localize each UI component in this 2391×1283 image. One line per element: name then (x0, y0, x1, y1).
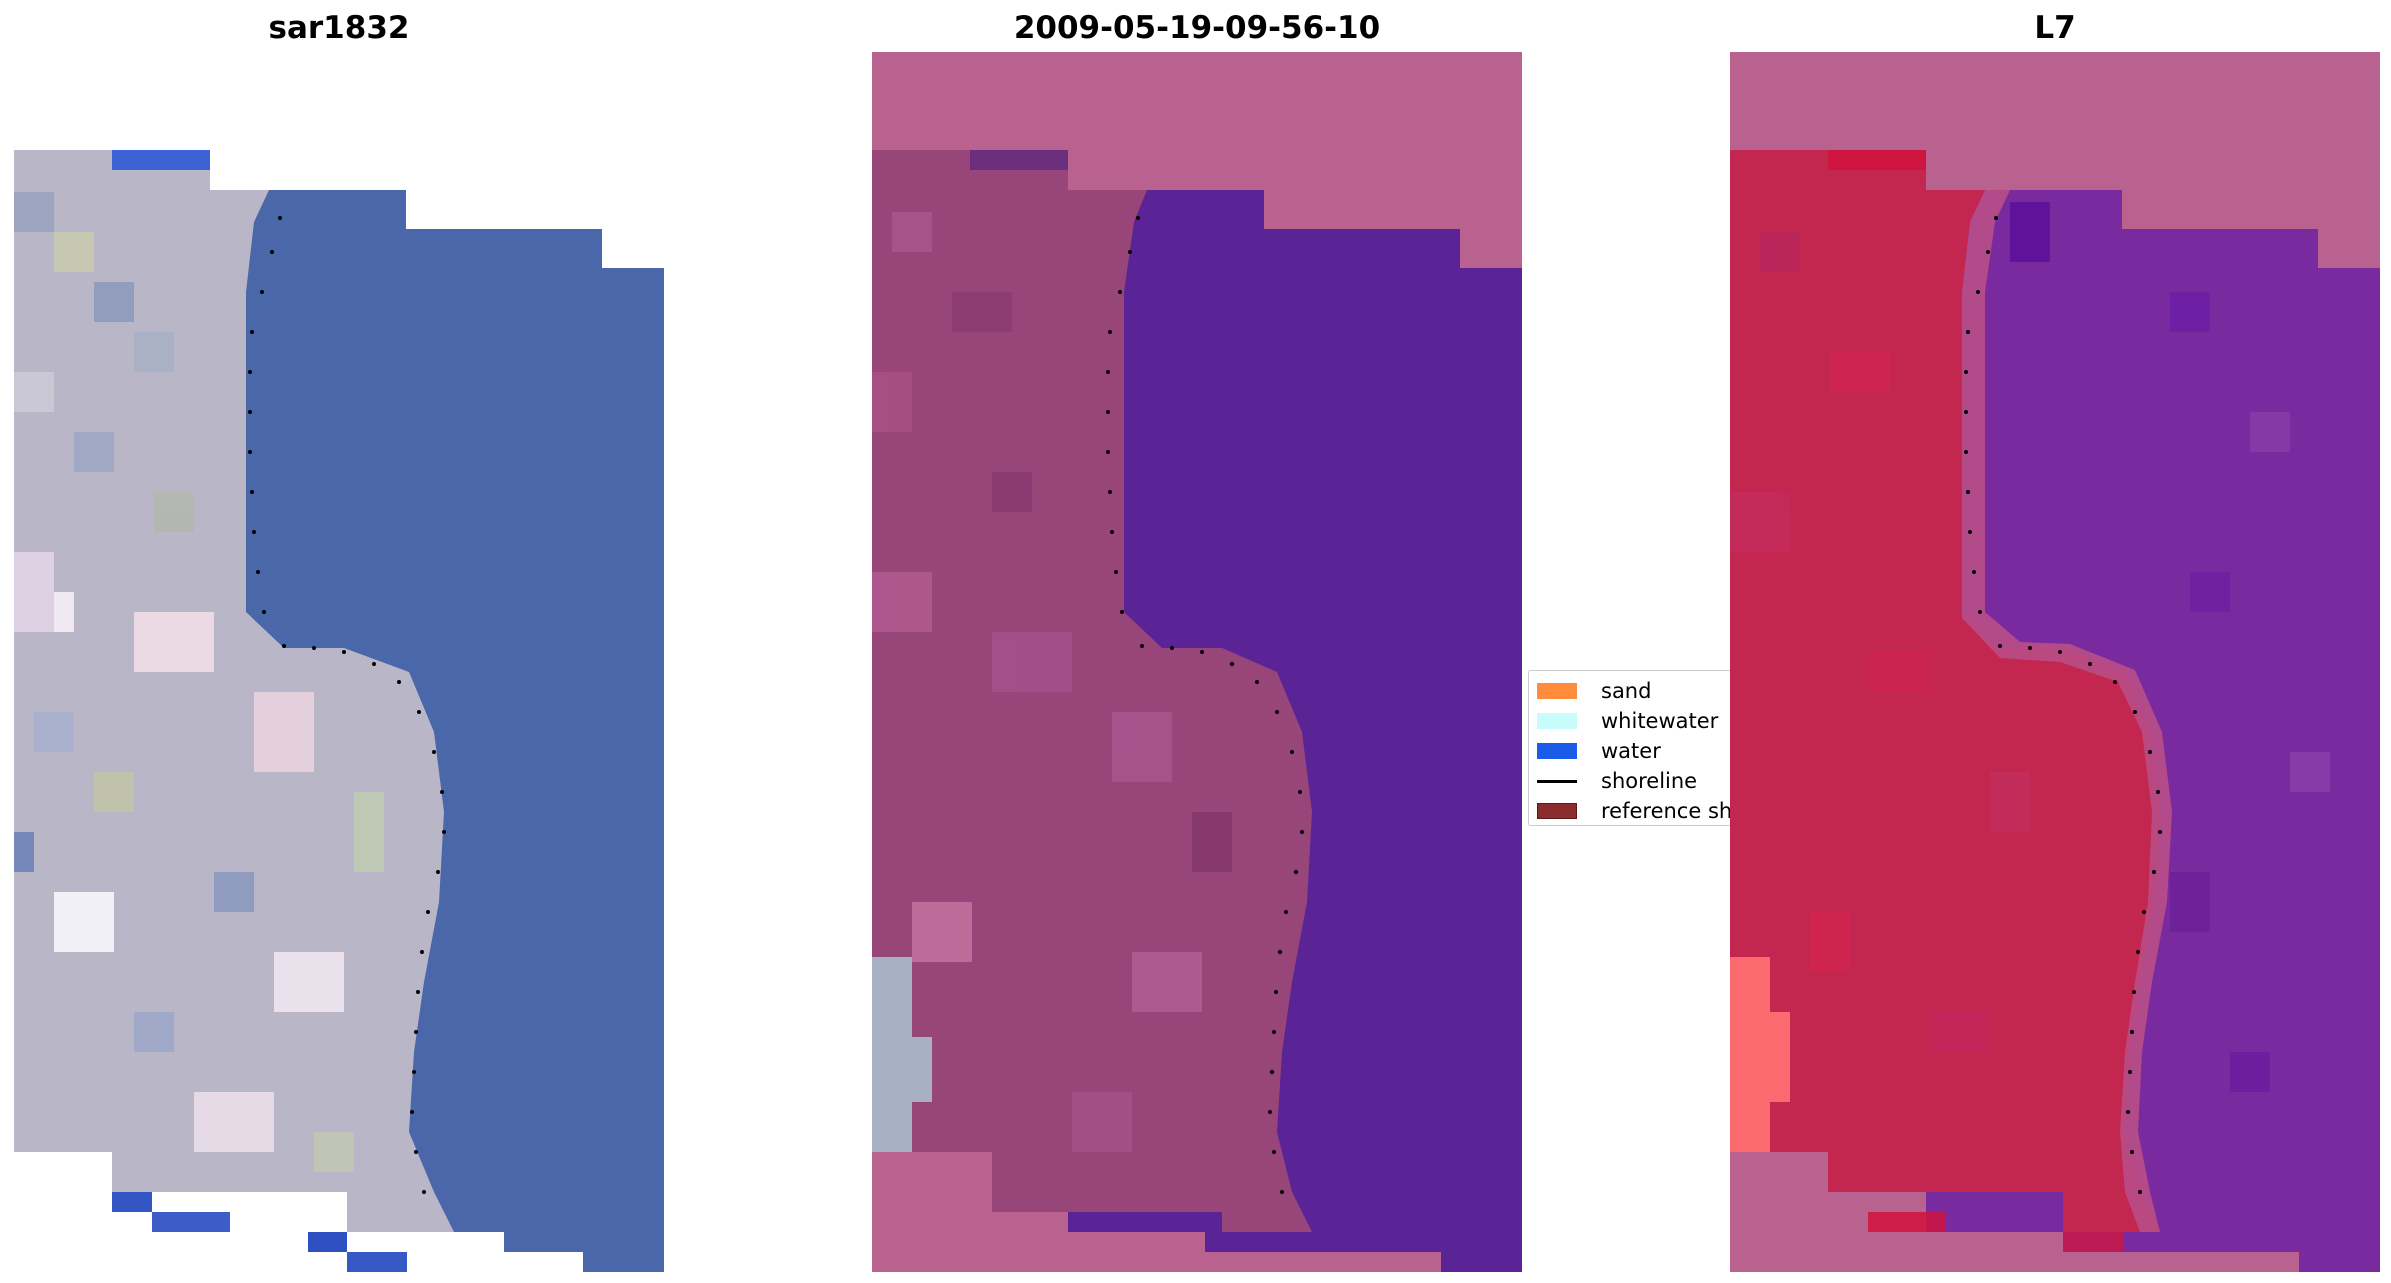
legend-label: sand (1601, 679, 1652, 703)
panel-title-rgb: sar1832 (268, 10, 410, 46)
legend-label: water (1601, 739, 1661, 763)
legend-line-shoreline (1537, 779, 1577, 783)
mndwi-image (1730, 52, 2380, 1272)
top-blue-pixels (112, 150, 210, 170)
legend-item-shoreline: shoreline (1537, 767, 1733, 795)
legend: sand whitewater water shoreline referenc… (1528, 670, 1734, 826)
classified-image-panel (872, 52, 1522, 1272)
legend-swatch-water (1537, 743, 1577, 759)
legend-item-water: water (1537, 737, 1733, 765)
shoreline-points (248, 216, 446, 1194)
legend-item-reference-shoreline: reference shoreline (1537, 797, 1733, 825)
legend-swatch-sand (1537, 683, 1577, 699)
rgb-image (14, 150, 664, 1272)
rgb-image-panel (14, 52, 664, 1272)
legend-label: whitewater (1601, 709, 1719, 733)
panel-title-classified: 2009-05-19-09-56-10 (1013, 10, 1381, 46)
legend-label: reference shoreline (1601, 799, 1733, 823)
classified-image (872, 52, 1522, 1272)
rgb-texture (14, 192, 384, 1172)
panel-title-mndwi: L7 (2034, 10, 2076, 46)
mndwi-image-panel (1730, 52, 2380, 1272)
legend-label: shoreline (1601, 769, 1698, 793)
legend-swatch-reference-shoreline (1537, 803, 1577, 819)
legend-item-sand: sand (1537, 677, 1733, 705)
legend-swatch-whitewater (1537, 713, 1577, 729)
legend-item-whitewater: whitewater (1537, 707, 1733, 735)
